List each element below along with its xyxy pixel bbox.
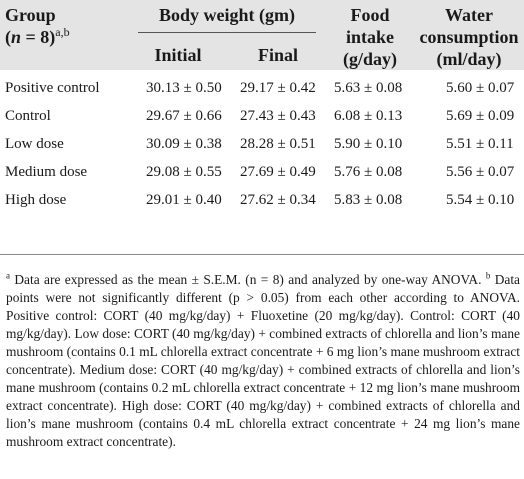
food-cell: 6.08 ± 0.13 [334, 108, 403, 124]
initial-cell: 30.13 ± 0.50 [146, 80, 222, 96]
table-body: Positive control 30.13 ± 0.50 29.17 ± 0.… [0, 70, 524, 220]
final-cell: 27.69 ± 0.49 [240, 164, 316, 180]
group-cell: Medium dose [5, 164, 88, 180]
group-cell: Control [5, 108, 51, 124]
group-cell: Positive control [5, 80, 100, 96]
water-line1: Water [445, 5, 493, 25]
footnote-text-a: Data are expressed as the mean ± S.E.M. … [10, 272, 486, 287]
food-line3: (g/day) [343, 49, 397, 69]
final-cell: 27.43 ± 0.43 [240, 108, 316, 124]
food-cell: 5.83 ± 0.08 [334, 192, 403, 208]
group-n-prefix: ( [5, 27, 11, 47]
table-row: Medium dose 29.08 ± 0.55 27.69 ± 0.49 5.… [0, 164, 524, 192]
group-cell: Low dose [5, 136, 64, 152]
initial-cell: 30.09 ± 0.38 [146, 136, 222, 152]
table-header: Group (n = 8)a,b Body weight (gm) Food i… [0, 0, 524, 70]
food-cell: 5.90 ± 0.10 [334, 136, 403, 152]
group-cell: High dose [5, 192, 67, 208]
group-n-suffix: = 8) [21, 27, 56, 47]
footnote-sup-b: b [485, 270, 491, 281]
food-cell: 5.76 ± 0.08 [334, 164, 403, 180]
water-cell: 5.69 ± 0.09 [446, 108, 515, 124]
food-cell: 5.63 ± 0.08 [334, 80, 403, 96]
water-consumption-header: Water consumption (ml/day) [414, 0, 524, 70]
body-weight-label: Body weight (gm) [159, 5, 295, 25]
data-table: Group (n = 8)a,b Body weight (gm) Food i… [0, 0, 524, 220]
food-line2: intake [345, 27, 394, 47]
water-cell: 5.54 ± 0.10 [446, 192, 515, 208]
final-cell: 28.28 ± 0.51 [240, 136, 316, 152]
footnote-sup-a: a [6, 270, 10, 281]
water-line3: (ml/day) [436, 49, 502, 69]
group-n-var: n [11, 27, 22, 47]
footnote-text-b: Data points were not significantly diffe… [6, 272, 520, 449]
group-header-label: Group [5, 5, 56, 25]
table-row: High dose 29.01 ± 0.40 27.62 ± 0.34 5.83… [0, 192, 524, 220]
table-footnote: a Data are expressed as the mean ± S.E.M… [6, 271, 520, 451]
water-cell: 5.51 ± 0.11 [446, 136, 514, 152]
final-cell: 27.62 ± 0.34 [240, 192, 316, 208]
final-cell: 29.17 ± 0.42 [240, 80, 316, 96]
table-row: Low dose 30.09 ± 0.38 28.28 ± 0.51 5.90 … [0, 136, 524, 164]
group-header-sup: a,b [55, 25, 70, 39]
initial-cell: 29.08 ± 0.55 [146, 164, 222, 180]
food-line1: Food [350, 5, 390, 25]
water-cell: 5.60 ± 0.07 [446, 80, 515, 96]
initial-cell: 29.01 ± 0.40 [146, 192, 222, 208]
water-line2: consumption [419, 27, 519, 47]
group-header: Group (n = 8)a,b [0, 0, 126, 70]
initial-header: Initial [126, 36, 230, 70]
body-weight-header: Body weight (gm) [126, 0, 326, 36]
water-cell: 5.56 ± 0.07 [446, 164, 515, 180]
table-row: Positive control 30.13 ± 0.50 29.17 ± 0.… [0, 70, 524, 108]
table-row: Control 29.67 ± 0.66 27.43 ± 0.43 6.08 ±… [0, 108, 524, 136]
body-weight-header-rule: Body weight (gm) [138, 4, 316, 33]
food-intake-header: Food intake (g/day) [326, 0, 414, 70]
initial-cell: 29.67 ± 0.66 [146, 108, 222, 124]
final-header: Final [230, 36, 326, 70]
table-bottom-rule [0, 254, 524, 255]
